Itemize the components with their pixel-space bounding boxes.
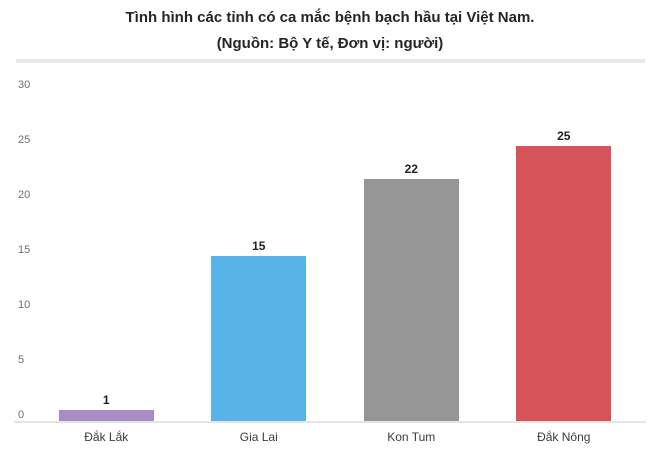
x-axis-label: Kon Tum [387,430,436,444]
y-axis-tick-label: 15 [18,244,31,256]
bar-group: 25 [488,129,641,421]
x-axis-line [14,421,646,423]
bar-value-label: 22 [404,162,418,176]
bar-chart: 0 5 10 15 20 25 30 1 15 22 25 Đắk Lắk Gia Lai Kon T… [0,63,660,455]
bar-value-label: 25 [557,129,571,143]
bar [58,410,154,421]
x-axis-label: Gia Lai [239,430,278,444]
y-axis-tick-label: 25 [18,134,31,146]
chart-subtitle: (Nguồn: Bộ Y tế, Đơn vị: người) [216,35,444,52]
bar-group: 15 [183,239,336,421]
bar-value-label: 1 [102,393,110,407]
y-axis-tick-label: 20 [18,189,31,201]
x-axis-labels: Đắk Lắk Gia Lai Kon Tum Đắk Nông [30,430,640,444]
y-axis-tick-label: 0 [18,409,25,421]
x-axis-label: Đắk Lắk [84,430,129,444]
bar [211,256,307,421]
plot-area: 1 15 22 25 [30,63,640,421]
bar-group: 1 [30,393,183,421]
bar-group: 22 [335,162,488,421]
chart-title: Tình hình các tỉnh có ca mắc bệnh bạch h… [125,9,535,26]
header-separator [16,59,645,63]
y-axis-tick-label: 5 [18,354,25,366]
chart-header: Tình hình các tỉnh có ca mắc bệnh bạch h… [0,0,660,52]
y-axis-tick-label: 30 [18,79,31,91]
bar [516,146,612,421]
bar [363,179,459,421]
y-axis-tick-label: 10 [18,299,31,311]
bar-value-label: 15 [252,239,266,253]
x-axis-label: Đắk Nông [537,430,591,444]
